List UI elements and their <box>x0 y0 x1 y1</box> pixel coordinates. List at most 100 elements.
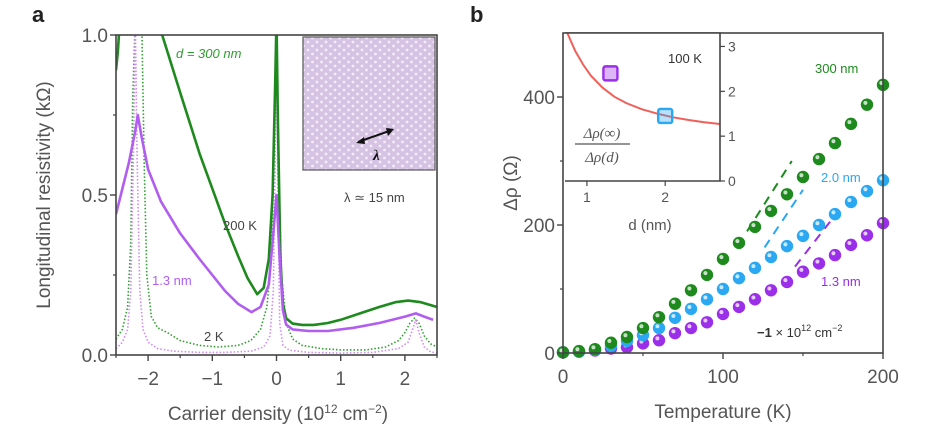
x-tick-label: −2 <box>137 369 159 390</box>
data-point-highlight <box>719 255 724 260</box>
data-point-highlight <box>703 318 708 323</box>
data-point-2-0-nm <box>684 302 698 316</box>
data-point-300-nm <box>780 188 794 201</box>
x-tick-label: 100 <box>707 367 739 388</box>
data-point-300-nm <box>620 330 634 344</box>
data-point-highlight <box>575 347 580 352</box>
data-point-highlight <box>751 264 756 269</box>
data-point-300-nm <box>700 268 714 282</box>
data-point-1-3-nm <box>716 307 730 321</box>
data-point-highlight <box>751 295 756 300</box>
data-point-300-nm <box>716 252 730 266</box>
data-point-2-0-nm <box>796 229 810 243</box>
inset-fit-curve <box>566 33 720 125</box>
label-1-3nm: 1.3 nm <box>152 273 192 288</box>
data-point-highlight <box>831 251 836 256</box>
lambda-arrow-label: λ <box>372 148 380 164</box>
data-point-300-nm <box>828 136 842 150</box>
data-point-300-nm <box>652 310 666 324</box>
x-tick-label: 200 <box>867 367 899 388</box>
data-point-highlight <box>863 231 868 236</box>
y-tick-label: 0 <box>544 344 555 365</box>
inset-x-tick-label: 1 <box>583 189 591 205</box>
panel-b-ticks: 0 100 200 0 200 400 <box>523 88 899 388</box>
data-point-highlight <box>735 303 740 308</box>
inset-point-1-3-nm <box>602 65 619 82</box>
panel-b-inset: 1 2 0 1 2 3 100 K Δρ(∞) Δρ(d) d (nm) <box>565 32 736 234</box>
data-point-highlight <box>815 259 820 264</box>
data-point-2-0-nm <box>780 239 794 253</box>
data-point-300-nm <box>748 220 762 234</box>
label-200k: 200 K <box>223 218 257 233</box>
data-point-highlight <box>767 286 772 291</box>
arrow-head-right-icon <box>386 128 394 136</box>
data-point-1-3-nm <box>860 229 874 242</box>
data-point-highlight <box>799 173 804 178</box>
inset-ticks: 1 2 0 1 2 3 <box>583 38 736 205</box>
data-point-highlight <box>735 239 740 244</box>
label-d-300nm: d = 300 nm <box>176 46 242 61</box>
inset-series-group <box>566 33 720 125</box>
data-point-highlight <box>751 223 756 228</box>
data-point-highlight <box>799 232 804 237</box>
panel-a: λ −2 −1 0 1 2 0.0 0.5 1.0 d = 300 nm 200 K 1.3 … <box>34 26 438 425</box>
data-point-highlight <box>671 314 676 318</box>
inset-y-tick-label: 3 <box>728 38 736 54</box>
inset-frame <box>565 32 721 182</box>
data-point-1-3-nm <box>764 284 778 297</box>
data-point-highlight <box>863 187 868 192</box>
data-point-2-0-nm <box>716 282 730 296</box>
data-point-1-3-nm <box>700 316 714 329</box>
data-point-2-0-nm <box>812 218 826 232</box>
label-2-0nm: 2.0 nm <box>821 170 861 185</box>
y-tick-label: 0.5 <box>82 186 108 207</box>
y-tick-label: 0.0 <box>82 346 108 367</box>
panel-a-ticks: −2 −1 0 1 2 0.0 0.5 1.0 <box>82 26 438 390</box>
data-point-highlight <box>703 295 708 300</box>
label-300nm: 300 nm <box>815 61 858 76</box>
data-point-300-nm <box>732 236 746 250</box>
panel-b-letter: b <box>470 2 483 27</box>
series-line-1-3-nm-2-k <box>116 35 437 354</box>
data-point-2-0-nm <box>732 271 746 285</box>
arrow-head-left-icon <box>356 137 365 144</box>
data-point-highlight <box>783 190 788 195</box>
data-point-highlight <box>671 299 676 304</box>
data-point-highlight <box>687 305 692 310</box>
panel-b-x-axis-label: Temperature (K) <box>654 402 791 423</box>
inset-point-2-0-nm <box>657 107 674 125</box>
data-point-highlight <box>783 242 788 247</box>
data-point-2-0-nm <box>668 311 682 324</box>
inset-label-100k: 100 K <box>668 51 702 66</box>
inset-y-tick-label: 0 <box>728 173 736 189</box>
x-tick-label: 2 <box>400 369 411 390</box>
data-point-1-3-nm <box>684 321 698 335</box>
panel-a-series-group <box>116 35 437 354</box>
data-point-highlight <box>799 267 804 272</box>
data-point-highlight <box>607 338 612 343</box>
data-point-highlight <box>847 198 852 203</box>
series-line-1-3-nm-200-k <box>116 113 434 333</box>
data-point-2-0-nm <box>764 250 778 264</box>
label-carrier-density: −1 × 1012 cm−2 <box>757 323 842 340</box>
inset-background <box>565 33 720 181</box>
moire-pattern-image <box>302 36 436 171</box>
data-point-highlight <box>719 310 724 315</box>
data-point-highlight <box>735 274 740 279</box>
fit-dashed-300-nm <box>746 160 793 232</box>
panel-a-letter: a <box>32 2 45 27</box>
y-tick-label: 200 <box>523 216 555 237</box>
data-point-2-0-nm <box>828 207 842 221</box>
data-point-1-3-nm <box>748 293 762 306</box>
x-tick-label: 1 <box>335 369 346 390</box>
data-point-2-0-nm <box>700 293 714 306</box>
series-line-300-nm-200-k <box>116 35 437 327</box>
data-point-highlight <box>815 155 820 160</box>
x-tick-label: −1 <box>201 369 223 390</box>
label-2k: 2 K <box>204 329 224 344</box>
data-point-300-nm <box>796 170 810 184</box>
data-point-300-nm <box>572 344 586 358</box>
data-point-highlight <box>767 253 772 258</box>
data-point-2-0-nm <box>844 195 858 209</box>
panel-b-y-axis-label: Δρ (Ω) <box>501 155 522 211</box>
